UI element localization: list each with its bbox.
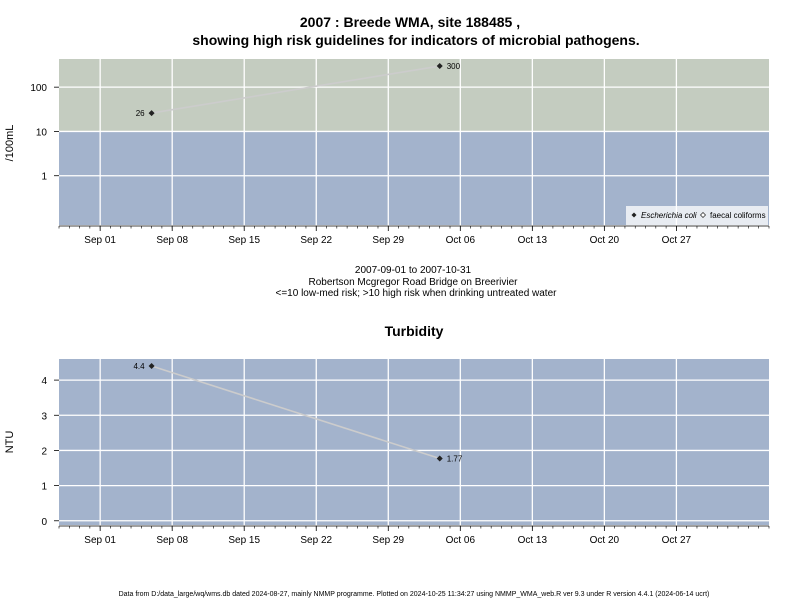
- x-tick-label-sep-01: Sep 01: [84, 535, 116, 546]
- x-tick-label-oct-13: Oct 13: [518, 535, 548, 546]
- date-range-caption: 2007-09-01 to 2007-10-31: [355, 265, 472, 276]
- legend-marker-faecal-coliforms: [700, 212, 706, 218]
- x-tick-label-oct-06: Oct 06: [446, 235, 476, 246]
- plot-background: [59, 359, 769, 525]
- series-line: [151, 365, 440, 460]
- data-point-26: [148, 110, 155, 117]
- grid-lines: [59, 59, 769, 225]
- x-axis: Sep 01 Sep 08 Sep 15 Sep 22 Sep 29 Oct 06 Oct …: [58, 525, 770, 546]
- x-tick-label-sep-08: Sep 08: [156, 535, 188, 546]
- legend-box: [626, 206, 768, 225]
- series-turbidity: 4.4 1.77: [133, 362, 462, 463]
- chart-title-line1: 2007 : Breede WMA, site 188485 ,: [300, 14, 520, 30]
- y-axis: 0 1 2 3 4: [41, 376, 59, 528]
- x-tick-label-sep-15: Sep 15: [228, 535, 260, 546]
- x-tick-label-oct-27: Oct 27: [662, 235, 692, 246]
- legend-marker-escherichia-coli: [631, 212, 637, 218]
- y-tick-label-3: 3: [41, 411, 47, 422]
- legend-label-faecal-coliforms: faecal coliforms: [710, 211, 766, 220]
- y-axis-label: NTU: [4, 431, 16, 454]
- y-tick-label-1: 1: [41, 482, 47, 493]
- turbidity-title: Turbidity: [385, 323, 444, 339]
- x-tick-label-oct-20: Oct 20: [590, 535, 620, 546]
- x-tick-label-sep-15: Sep 15: [228, 235, 260, 246]
- y-tick-label-1: 1: [41, 172, 47, 183]
- y-tick-label-2: 2: [41, 446, 47, 457]
- y-axis-label: /100mL: [4, 125, 16, 162]
- x-tick-label-oct-27: Oct 27: [662, 535, 692, 546]
- y-tick-label-100: 100: [30, 83, 47, 94]
- x-tick-label-oct-06: Oct 06: [446, 535, 476, 546]
- legend: Escherichia coli faecal coliforms: [626, 206, 768, 225]
- data-point-1-77: [436, 455, 443, 462]
- x-tick-label-sep-29: Sep 29: [372, 235, 404, 246]
- risk-caption: <=10 low-med risk; >10 high risk when dr…: [276, 288, 558, 299]
- data-label-1-77: 1.77: [447, 455, 463, 464]
- data-label-300: 300: [447, 62, 461, 71]
- x-tick-label-oct-13: Oct 13: [518, 235, 548, 246]
- data-label-4-4: 4.4: [133, 362, 145, 371]
- x-tick-label-sep-22: Sep 22: [300, 235, 332, 246]
- series-escherichia-coli: 26 300: [136, 62, 461, 118]
- x-tick-label-sep-22: Sep 22: [300, 535, 332, 546]
- series-line: [151, 65, 440, 114]
- x-tick-label-sep-08: Sep 08: [156, 235, 188, 246]
- x-tick-label-sep-01: Sep 01: [84, 235, 116, 246]
- chart-title-line2: showing high risk guidelines for indicat…: [192, 32, 639, 48]
- y-axis: 1 10 100: [30, 83, 59, 183]
- y-tick-label-4: 4: [41, 376, 47, 387]
- legend-label-escherichia-coli: Escherichia coli: [641, 211, 697, 220]
- x-tick-label-oct-20: Oct 20: [590, 235, 620, 246]
- data-point-4-4: [148, 363, 155, 370]
- x-axis: Sep 01 Sep 08 Sep 15 Sep 22 Sep 29 Oct 06 Oct …: [58, 225, 770, 246]
- footer-note: Data from D:/data_large/wq/wms.db dated …: [119, 591, 710, 598]
- site-caption: Robertson Mcgregor Road Bridge on Breeri…: [309, 277, 519, 288]
- x-tick-label-sep-29: Sep 29: [372, 535, 404, 546]
- data-label-26: 26: [136, 109, 145, 118]
- high-risk-zone: [59, 59, 769, 132]
- y-tick-label-10: 10: [36, 127, 48, 138]
- data-point-300: [436, 63, 443, 70]
- y-tick-label-0: 0: [41, 517, 47, 528]
